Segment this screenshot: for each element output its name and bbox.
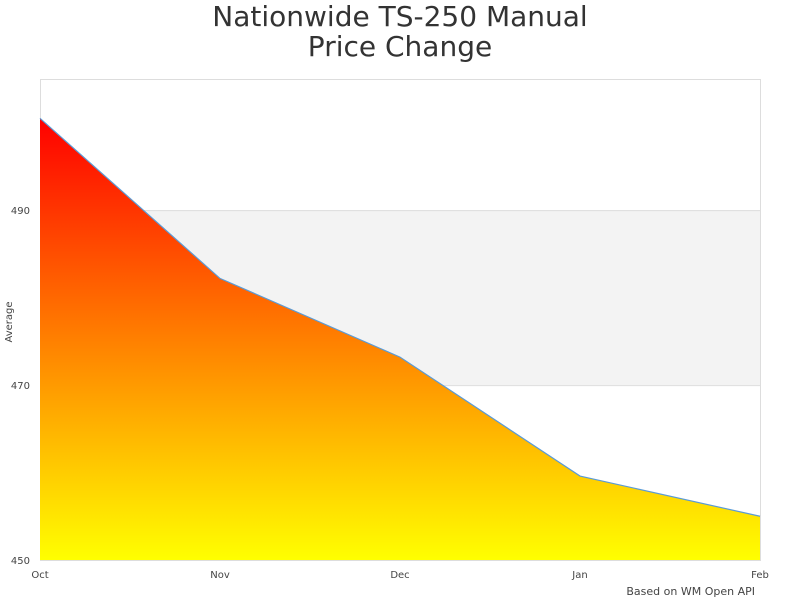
y-tick-label: 490: [11, 206, 30, 217]
chart-title-line-2: Price Change: [307, 30, 493, 63]
chart-title-line-1: Nationwide TS-250 Manual: [212, 0, 588, 33]
x-tick-label: Feb: [751, 570, 769, 581]
x-tick-label: Dec: [390, 570, 409, 581]
y-axis-label: Average: [4, 301, 15, 342]
area-fill: [40, 118, 760, 560]
chart-title: Nationwide TS-250 Manual Price Change: [0, 2, 800, 62]
x-tick-label: Oct: [31, 570, 48, 581]
y-tick-label: 470: [11, 381, 30, 392]
x-tick-label: Nov: [210, 570, 230, 581]
y-tick-label: 450: [11, 556, 30, 567]
series-line: [39, 117, 761, 517]
x-tick-label: Jan: [571, 570, 587, 581]
credit-text: Based on WM Open API: [626, 585, 755, 598]
